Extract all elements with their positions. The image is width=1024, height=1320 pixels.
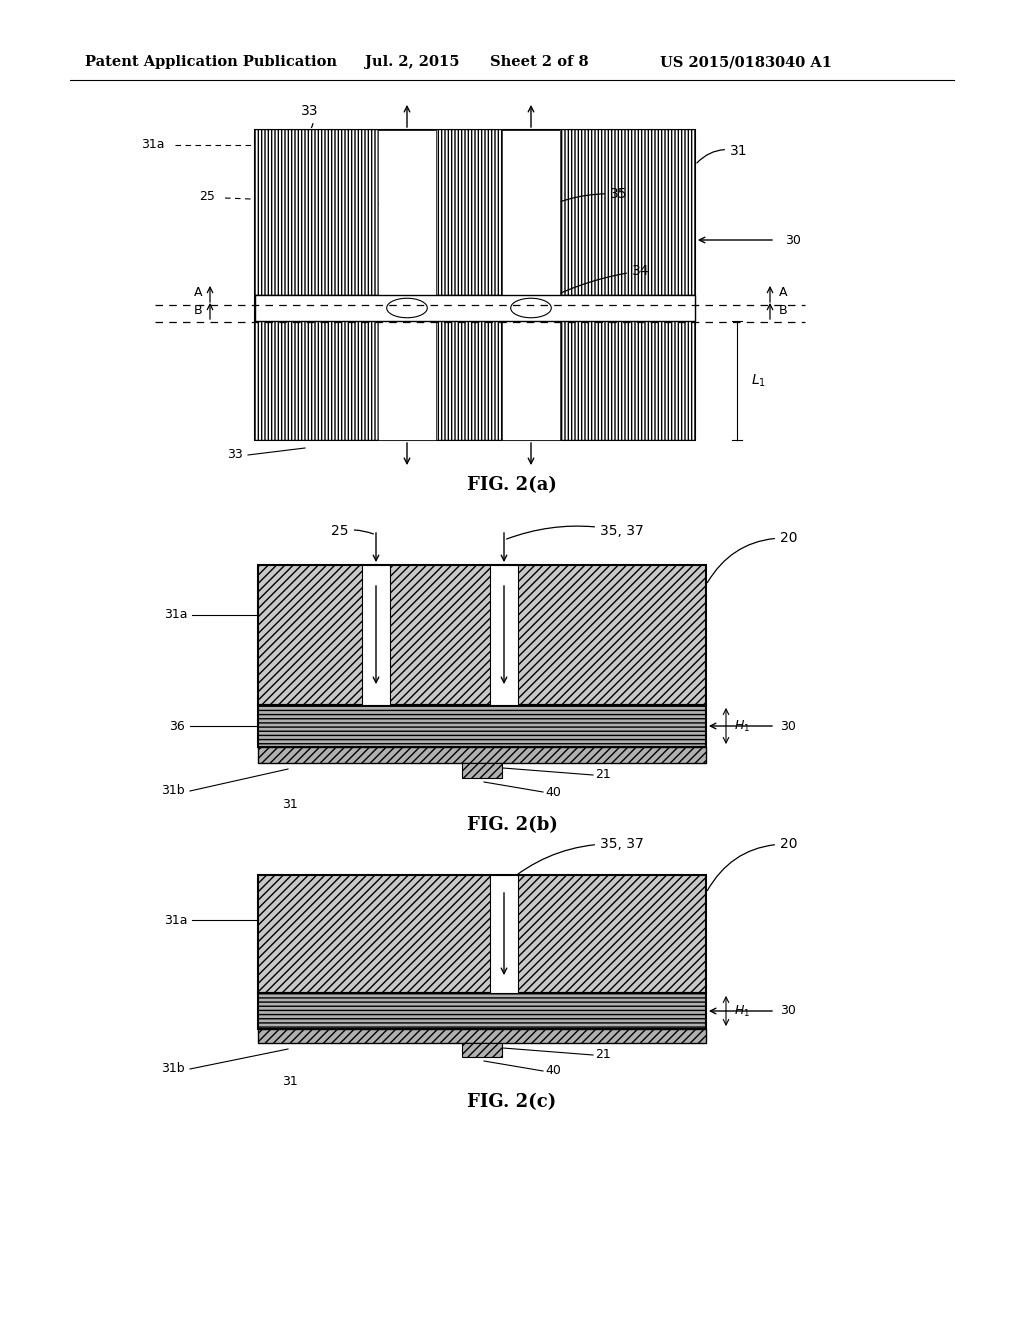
Text: 35, 37: 35, 37 (507, 524, 644, 539)
Text: 31: 31 (697, 144, 748, 162)
Text: $H_1$: $H_1$ (734, 718, 751, 734)
Bar (258, 1030, 706, 1043)
Text: 40: 40 (545, 785, 561, 799)
Bar (258, 705, 706, 747)
Bar (378, 321, 436, 440)
Bar (436, 321, 502, 440)
Text: 31b: 31b (162, 1063, 185, 1076)
Bar (258, 747, 706, 763)
Text: 25: 25 (199, 190, 215, 202)
Bar (362, 565, 390, 705)
Text: US 2015/0183040 A1: US 2015/0183040 A1 (660, 55, 831, 69)
Bar (258, 993, 706, 1030)
Text: FIG. 2(b): FIG. 2(b) (467, 816, 557, 834)
Text: Jul. 2, 2015: Jul. 2, 2015 (365, 55, 460, 69)
Text: 33: 33 (227, 449, 243, 462)
Text: 31b: 31b (162, 784, 185, 797)
Bar (436, 129, 502, 294)
Bar (258, 875, 706, 993)
Bar (255, 129, 695, 440)
Bar (560, 129, 695, 294)
Text: 31a: 31a (165, 609, 188, 622)
Text: 34: 34 (534, 264, 649, 306)
Bar (560, 321, 695, 440)
Text: 25: 25 (331, 524, 374, 539)
Text: 30: 30 (780, 1005, 796, 1018)
Text: B: B (194, 304, 203, 317)
Text: 36: 36 (169, 719, 185, 733)
Bar (378, 129, 436, 294)
Text: 40: 40 (545, 1064, 561, 1077)
Text: 21: 21 (595, 768, 610, 781)
Bar (502, 129, 560, 294)
Bar (462, 763, 502, 777)
Text: 21: 21 (595, 1048, 610, 1061)
Text: A: A (194, 286, 203, 300)
Bar (255, 294, 695, 321)
Text: 31a: 31a (165, 913, 188, 927)
Bar (490, 875, 518, 993)
Text: 35: 35 (534, 187, 628, 214)
Bar (462, 1043, 502, 1057)
Text: 33: 33 (301, 104, 318, 128)
Bar (255, 129, 378, 294)
Text: 31a: 31a (141, 139, 165, 152)
Text: Patent Application Publication: Patent Application Publication (85, 55, 337, 69)
Text: 30: 30 (785, 234, 801, 247)
Text: FIG. 2(c): FIG. 2(c) (467, 1093, 557, 1111)
Text: B: B (778, 304, 787, 317)
Text: Sheet 2 of 8: Sheet 2 of 8 (490, 55, 589, 69)
Bar (255, 321, 378, 440)
Bar (502, 321, 560, 440)
Bar (490, 565, 518, 705)
Text: 20: 20 (708, 837, 798, 891)
Bar (258, 565, 706, 705)
Text: 31: 31 (283, 799, 298, 810)
Text: 20: 20 (708, 531, 798, 582)
Text: FIG. 2(a): FIG. 2(a) (467, 477, 557, 494)
Text: A: A (778, 286, 787, 300)
Text: $H_1$: $H_1$ (734, 1003, 751, 1019)
Text: $L_1$: $L_1$ (751, 372, 766, 388)
Text: 35, 37: 35, 37 (506, 837, 644, 883)
Text: 30: 30 (780, 719, 796, 733)
Text: 31: 31 (283, 1074, 298, 1088)
